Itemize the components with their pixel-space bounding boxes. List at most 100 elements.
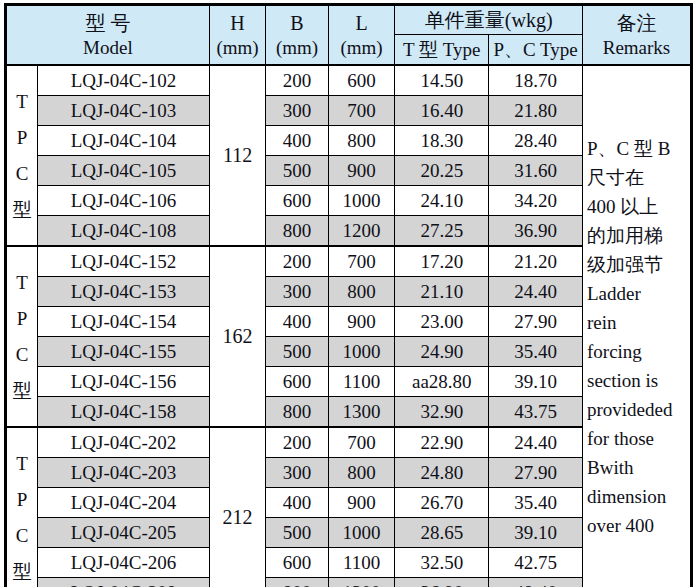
model-cell: LQJ-04C-156	[38, 367, 210, 397]
type-letter: T	[7, 84, 37, 120]
remarks-line: Bwith	[587, 453, 688, 482]
model-cell: LQJ-04C-202	[38, 427, 210, 458]
b-cell: 500	[266, 518, 329, 548]
pc-weight-cell: 43.75	[489, 397, 583, 428]
l-cell: 1000	[328, 518, 395, 548]
l-cell: 1300	[328, 397, 395, 428]
model-cell: LQJ-04C-208	[38, 578, 210, 587]
header-remarks-zh: 备注	[617, 12, 657, 34]
t-weight-cell: 28.65	[395, 518, 489, 548]
t-weight-cell: 24.10	[395, 186, 489, 216]
t-weight-cell: 24.80	[395, 458, 489, 488]
header-pc-type: P、C Type	[489, 35, 583, 66]
b-cell: 400	[266, 307, 329, 337]
b-cell: 400	[266, 488, 329, 518]
pc-weight-cell: 31.60	[489, 156, 583, 186]
header-h-label: H	[230, 12, 244, 34]
b-cell: 300	[266, 96, 329, 126]
l-cell: 700	[328, 246, 395, 277]
model-cell: LQJ-04C-154	[38, 307, 210, 337]
model-cell: LQJ-04C-103	[38, 96, 210, 126]
type-letter: 型	[7, 192, 37, 228]
header-b: B (mm)	[266, 5, 329, 66]
header-h: H (mm)	[209, 5, 265, 66]
l-cell: 1300	[328, 578, 395, 587]
model-cell: LQJ-04C-204	[38, 488, 210, 518]
remarks-line: rein	[587, 308, 688, 337]
header-t-type: T 型 Type	[395, 35, 489, 66]
t-weight-cell: 26.70	[395, 488, 489, 518]
type-label-cell: T P C 型	[6, 427, 38, 587]
l-cell: 900	[328, 488, 395, 518]
l-cell: 700	[328, 427, 395, 458]
header-h-unit: (mm)	[210, 36, 265, 60]
header-remarks: 备注 Remarks	[583, 5, 692, 66]
pc-weight-cell: 21.20	[489, 246, 583, 277]
t-weight-cell: 20.25	[395, 156, 489, 186]
b-cell: 600	[266, 186, 329, 216]
model-cell: LQJ-04C-155	[38, 337, 210, 367]
t-weight-cell: 17.20	[395, 246, 489, 277]
l-cell: 1200	[328, 216, 395, 247]
remarks-line: provideded	[587, 395, 688, 424]
t-weight-cell: 27.25	[395, 216, 489, 247]
t-weight-cell: 36.90	[395, 578, 489, 587]
spec-sheet: 型 号 Model H (mm) B (mm) L (mm) 单件重量(wkg)…	[0, 0, 697, 587]
type-letter: C	[7, 518, 37, 554]
pc-weight-cell: 28.40	[489, 126, 583, 156]
header-l-unit: (mm)	[329, 36, 395, 60]
pc-weight-cell: 39.10	[489, 367, 583, 397]
pc-weight-cell: 21.80	[489, 96, 583, 126]
l-cell: 900	[328, 307, 395, 337]
type-label-cell: T P C 型	[6, 65, 38, 246]
remarks-line: dimension	[587, 482, 688, 511]
b-cell: 800	[266, 578, 329, 587]
type-letter: P	[7, 120, 37, 156]
t-weight-cell: 14.50	[395, 65, 489, 96]
type-letter: 型	[7, 554, 37, 587]
b-cell: 300	[266, 277, 329, 307]
l-cell: 1000	[328, 337, 395, 367]
h-merged-cell: 112	[209, 65, 265, 246]
pc-weight-cell: 27.90	[489, 307, 583, 337]
type-letter: C	[7, 156, 37, 192]
header-remarks-en: Remarks	[583, 36, 690, 60]
h-merged-cell: 162	[209, 246, 265, 427]
header-l: L (mm)	[328, 5, 395, 66]
model-cell: LQJ-04C-153	[38, 277, 210, 307]
remarks-line: 400 以上	[587, 192, 688, 221]
header-model-en: Model	[7, 36, 209, 60]
type-letter: P	[7, 301, 37, 337]
t-weight-cell: 22.90	[395, 427, 489, 458]
l-cell: 1100	[328, 548, 395, 578]
model-cell: LQJ-04C-152	[38, 246, 210, 277]
pc-weight-cell: 27.90	[489, 458, 583, 488]
pc-weight-cell: 24.40	[489, 427, 583, 458]
h-merged-cell: 212	[209, 427, 265, 587]
b-cell: 400	[266, 126, 329, 156]
t-weight-cell: 23.00	[395, 307, 489, 337]
table-row: T P C 型 LQJ-04C-102 112 200 600 14.50 18…	[6, 65, 692, 96]
remarks-line: over 400	[587, 511, 688, 540]
remarks-cell: P、C 型 B 尺寸在 400 以上 的加用梯 级加强节 Ladder rein…	[583, 65, 692, 587]
b-cell: 300	[266, 458, 329, 488]
type-letter: T	[7, 265, 37, 301]
t-weight-cell: 32.50	[395, 548, 489, 578]
header-model: 型 号 Model	[6, 5, 210, 66]
header-unit-weight: 单件重量(wkg)	[395, 5, 583, 35]
pc-weight-cell: 39.10	[489, 518, 583, 548]
b-cell: 800	[266, 216, 329, 247]
type-label-cell: T P C 型	[6, 246, 38, 427]
remarks-line: 尺寸在	[587, 163, 688, 192]
l-cell: 800	[328, 126, 395, 156]
pc-weight-cell: 35.40	[489, 488, 583, 518]
remarks-line: section is	[587, 366, 688, 395]
l-cell: 800	[328, 458, 395, 488]
t-weight-cell: 24.90	[395, 337, 489, 367]
t-weight-cell: 16.40	[395, 96, 489, 126]
pc-weight-cell: 18.70	[489, 65, 583, 96]
t-weight-cell: 18.30	[395, 126, 489, 156]
t-weight-cell: 21.10	[395, 277, 489, 307]
b-cell: 600	[266, 548, 329, 578]
type-letter: T	[7, 446, 37, 482]
